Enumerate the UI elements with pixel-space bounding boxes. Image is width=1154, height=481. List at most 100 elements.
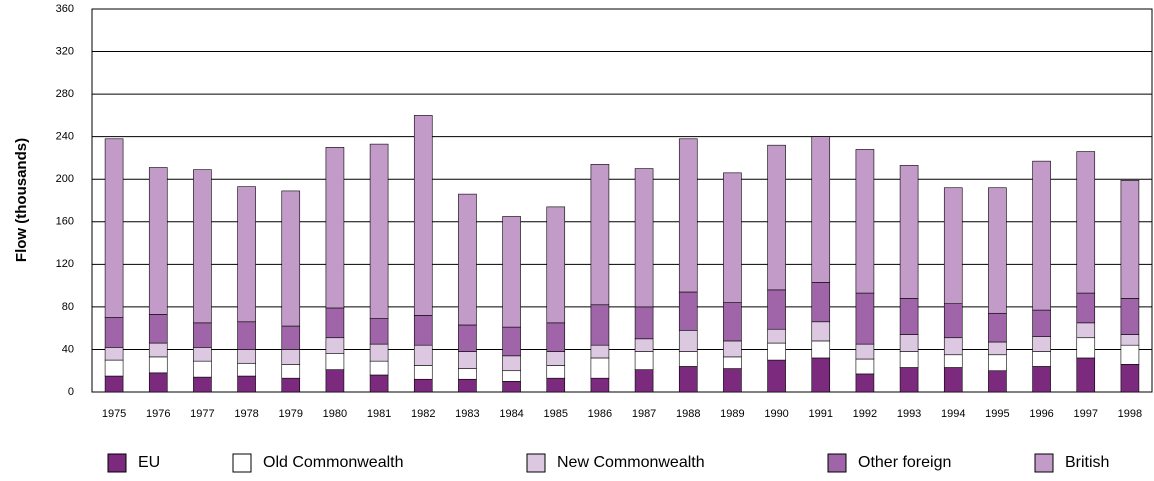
bar-segment [811, 340, 831, 359]
bar-segment [855, 343, 875, 360]
bar-segment [767, 289, 786, 330]
bar-segment [899, 165, 919, 299]
y-tick-label: 240 [56, 131, 74, 143]
bar-segment [767, 144, 786, 291]
bar-segment [590, 377, 610, 393]
bar-segment [855, 149, 875, 294]
x-tick-label: 1991 [809, 408, 833, 420]
bar-segment [1076, 337, 1096, 359]
y-tick-label: 160 [56, 216, 74, 228]
bar-segment [546, 351, 566, 366]
bar-segment [723, 302, 742, 342]
bar-segment [281, 190, 301, 327]
x-tick-label: 1975 [102, 408, 126, 420]
x-tick-label: 1985 [544, 408, 568, 420]
bar-segment [148, 356, 168, 374]
bar-segment [1032, 351, 1051, 367]
x-tick-label: 1976 [146, 408, 170, 420]
bar-segment [104, 347, 124, 361]
bar-segment [413, 365, 433, 380]
y-tick-label: 40 [62, 343, 74, 355]
bar-segment [413, 344, 433, 366]
x-tick-label: 1997 [1074, 408, 1098, 420]
bar-segment [148, 314, 168, 344]
legend-label: Other foreign [858, 454, 951, 471]
bar-segment [281, 377, 301, 393]
x-tick-label: 1995 [985, 408, 1009, 420]
y-tick-label: 320 [56, 45, 74, 57]
bar-segment [1120, 179, 1140, 299]
bar-segment [502, 326, 521, 357]
bar-segment [767, 342, 786, 361]
bar-segment [634, 306, 654, 340]
y-tick-label: 200 [56, 173, 74, 185]
bar-segment [502, 216, 521, 328]
bar-segment [634, 369, 654, 393]
y-tick-label: 0 [68, 386, 74, 398]
bar-segment [193, 322, 212, 348]
bar-segment [104, 317, 124, 348]
bar-segment [413, 378, 433, 393]
bar-segment [325, 147, 345, 309]
bar-segment [1076, 357, 1096, 393]
bar-segment [678, 291, 698, 331]
bar-segment [1076, 151, 1096, 294]
bar-segment [104, 359, 124, 377]
bar-segment [899, 298, 919, 335]
legend-swatch [232, 453, 252, 473]
bar-segment [458, 324, 477, 352]
bar-segment [237, 186, 256, 323]
x-tick-label: 1984 [499, 408, 523, 420]
bar-segment [458, 351, 477, 369]
bar-segment [1032, 336, 1051, 352]
bar-segment [590, 164, 610, 306]
x-tick-label: 1996 [1029, 408, 1053, 420]
bar-segment [193, 360, 212, 378]
x-tick-label: 1979 [279, 408, 303, 420]
bar-segment [634, 338, 654, 352]
legend-label: Old Commonwealth [263, 454, 404, 471]
x-tick-label: 1987 [632, 408, 656, 420]
x-tick-label: 1982 [411, 408, 435, 420]
bar-segment [899, 334, 919, 352]
bar-segment [855, 292, 875, 345]
bar-segment [634, 351, 654, 370]
plot-border [91, 8, 1153, 393]
legend-swatch [1034, 453, 1054, 473]
y-tick-label: 360 [56, 3, 74, 15]
bar-segment [723, 172, 742, 303]
bar-segment [811, 136, 831, 283]
bar-segment [502, 381, 521, 393]
bar-segment [193, 347, 212, 362]
x-tick-label: 1992 [853, 408, 877, 420]
y-axis-label: Flow (thousands) [13, 138, 30, 262]
bar-segment [590, 357, 610, 379]
bar-segment [237, 362, 256, 377]
bar-segment [546, 206, 566, 324]
bar-segment [1120, 364, 1140, 393]
bar-segment [899, 351, 919, 368]
bar-segment [281, 325, 301, 350]
legend-swatch [827, 453, 847, 473]
y-tick-label: 120 [56, 258, 74, 270]
legend-label: New Commonwealth [557, 454, 705, 471]
bar-segment [281, 349, 301, 365]
bar-segment [943, 337, 963, 356]
bar-segment [148, 342, 168, 358]
bar-segment [811, 357, 831, 393]
bar-segment [148, 167, 168, 315]
bar-segment [281, 364, 301, 379]
bar-segment [943, 367, 963, 393]
bar-segment [988, 354, 1007, 372]
bar-segment [1120, 334, 1140, 346]
bar-segment [590, 304, 610, 346]
x-tick-label: 1986 [588, 408, 612, 420]
bar-segment [546, 322, 566, 352]
bar-segment [193, 376, 212, 393]
bar-segment [193, 169, 212, 324]
bar-segment [325, 353, 345, 370]
bar-segment [767, 359, 786, 393]
x-tick-label: 1989 [720, 408, 744, 420]
bar-segment [988, 341, 1007, 356]
